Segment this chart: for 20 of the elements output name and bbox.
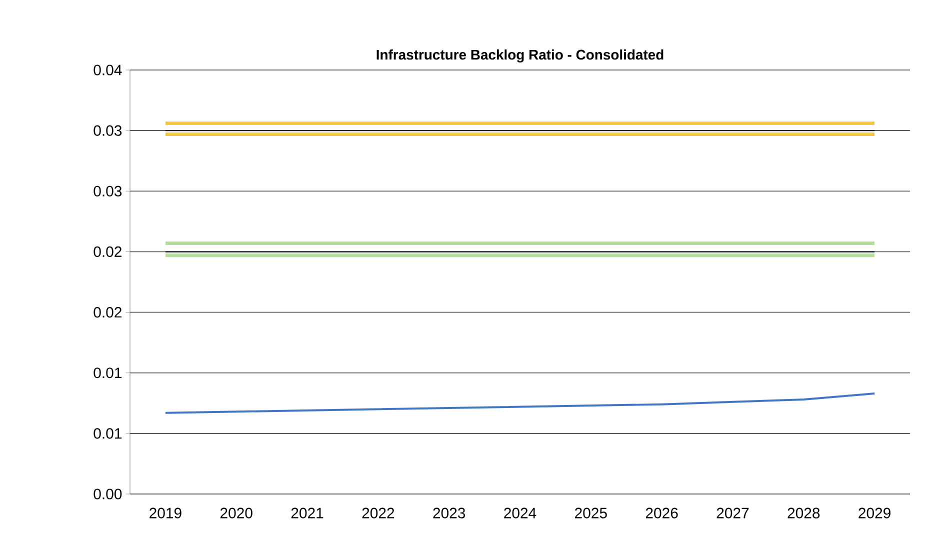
x-tick-label: 2029 xyxy=(858,508,890,518)
x-tick-label: 2026 xyxy=(646,508,678,518)
x-tick-label: 2024 xyxy=(504,508,536,518)
y-tick-label: 0.01 xyxy=(94,368,122,378)
y-tick-label: 0.03 xyxy=(94,186,122,196)
y-tick-label: 0.04 xyxy=(94,64,122,76)
x-tick-label: 2020 xyxy=(220,508,252,518)
y-tick-label: 0.02 xyxy=(94,246,122,257)
x-tick-label: 2028 xyxy=(788,508,820,518)
y-tick-label: 0.01 xyxy=(94,428,122,439)
y-tick-label: 0.03 xyxy=(94,125,122,136)
chart-title: Infrastructure Backlog Ratio - Consolidated xyxy=(376,49,664,62)
x-tick-label: 2025 xyxy=(575,508,607,518)
x-tick-label: 2019 xyxy=(150,508,182,518)
x-tick-label: 2022 xyxy=(362,508,394,518)
x-tick-label: 2023 xyxy=(433,508,466,518)
y-tick-label: 0.02 xyxy=(94,306,122,318)
x-tick-label: 2027 xyxy=(716,508,749,518)
x-tick-label: 2021 xyxy=(291,508,324,518)
y-tick-label: 0.00 xyxy=(94,488,122,500)
